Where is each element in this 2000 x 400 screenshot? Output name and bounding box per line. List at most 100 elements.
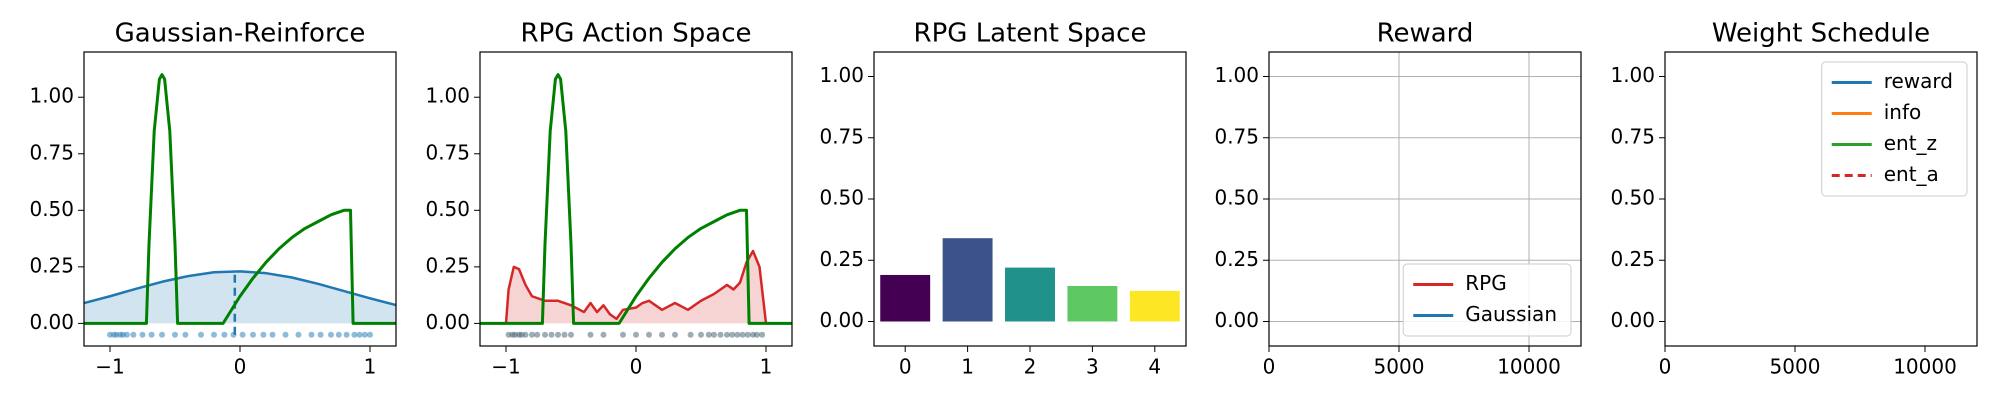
sample-point — [269, 331, 276, 338]
axes-frame — [1664, 51, 1978, 347]
sample-point — [705, 331, 712, 338]
sample-point — [717, 331, 724, 338]
legend-label: RPG — [1465, 271, 1506, 295]
x-tick-label: 0 — [234, 355, 247, 379]
sample-point — [561, 331, 568, 338]
subplot-title: Weight Schedule — [1712, 19, 1930, 49]
sample-point — [659, 331, 665, 338]
y-tick-label: 0.50 — [425, 197, 470, 221]
x-tick-label: 1 — [364, 355, 377, 379]
sample-point — [698, 331, 704, 338]
y-tick-label: 0.25 — [1214, 247, 1259, 271]
y-tick-label: 1.00 — [1214, 63, 1259, 87]
sample-point — [282, 331, 289, 338]
axes-frame — [873, 51, 1187, 347]
y-tick-label: 1.00 — [29, 84, 74, 108]
y-tick-label: 0.50 — [29, 197, 74, 221]
x-tick-label: 2 — [1024, 355, 1037, 379]
sample-point — [744, 331, 751, 338]
line — [84, 73, 396, 325]
bar — [1005, 267, 1055, 322]
legend: RPG Gaussian — [1402, 263, 1572, 337]
y-tick-label: 1.00 — [1610, 63, 1655, 87]
legend-label: info — [1884, 100, 1922, 124]
axes-frame — [479, 51, 793, 347]
sample-point — [620, 331, 626, 338]
sample-point — [542, 331, 548, 338]
sample-point — [130, 331, 137, 338]
sample-point — [587, 331, 594, 338]
y-tick-label: 0.50 — [1214, 186, 1259, 210]
axes-frame — [83, 51, 397, 347]
sample-point — [729, 331, 736, 338]
legend-label: ent_z — [1884, 131, 1937, 155]
sample-point — [351, 331, 358, 338]
line — [480, 73, 792, 325]
x-tick-label: 10000 — [1497, 355, 1561, 379]
axes-frame — [1268, 51, 1582, 347]
subplot-title: Reward — [1377, 19, 1474, 49]
subplot-title: Gaussian-Reinforce — [115, 19, 366, 49]
legend-label: Gaussian — [1465, 302, 1557, 326]
sample-point — [172, 331, 178, 338]
sample-point — [739, 331, 746, 338]
sample-point — [548, 331, 555, 338]
sample-point — [182, 331, 189, 338]
y-tick-label: 0.50 — [819, 186, 864, 210]
sample-point — [568, 331, 574, 338]
bar — [1067, 285, 1118, 322]
y-tick-label: 0.00 — [1610, 308, 1655, 332]
sample-point — [260, 331, 267, 338]
x-tick-label: 4 — [1148, 355, 1161, 379]
sample-point — [600, 331, 607, 338]
x-tick-label: 5000 — [1374, 355, 1425, 379]
x-tick-label: 1 — [961, 355, 974, 379]
sample-point — [711, 331, 717, 338]
sample-point — [211, 331, 217, 338]
sample-point — [753, 331, 760, 338]
x-tick-label: 10000 — [1893, 355, 1957, 379]
legend-label: reward — [1884, 69, 1953, 93]
bar — [1129, 290, 1180, 322]
sample-point — [724, 331, 730, 338]
sample-point — [230, 331, 237, 338]
x-tick-label: −1 — [95, 355, 124, 379]
x-tick-label: 0 — [630, 355, 643, 379]
x-tick-label: 0 — [1263, 355, 1276, 379]
subplot: Weight Schedule 0.00 0.25 0.50 0.75 1.00 0 5000… — [1610, 19, 1978, 379]
y-tick-label: 0.50 — [1610, 186, 1655, 210]
sample-point — [646, 331, 652, 338]
area — [480, 251, 792, 324]
y-tick-label: 0.75 — [29, 140, 74, 164]
sample-point — [317, 331, 324, 338]
y-tick-label: 0.25 — [425, 253, 470, 277]
y-tick-label: 0.25 — [29, 253, 74, 277]
sample-point — [221, 331, 228, 338]
sample-point — [555, 331, 561, 338]
subplot-title: RPG Latent Space — [914, 19, 1147, 49]
legend-box — [1402, 263, 1572, 337]
y-tick-label: 0.00 — [425, 310, 470, 334]
sample-point — [534, 331, 541, 338]
sample-point — [123, 331, 130, 338]
legend: reward info ent_z ent_a — [1821, 61, 1968, 197]
sample-point — [529, 331, 535, 338]
legend-box — [1821, 61, 1968, 197]
sample-point — [734, 331, 741, 338]
sample-point — [308, 331, 315, 338]
sample-point — [356, 331, 363, 338]
y-tick-label: 0.25 — [819, 247, 864, 271]
y-tick-label: 1.00 — [425, 84, 470, 108]
subplot-title: RPG Action Space — [520, 19, 751, 49]
x-tick-label: 0 — [1659, 355, 1672, 379]
x-tick-label: −1 — [491, 355, 520, 379]
y-tick-label: 1.00 — [819, 63, 864, 87]
y-tick-label: 0.75 — [425, 140, 470, 164]
sample-point — [367, 331, 373, 338]
sample-point — [139, 331, 146, 338]
x-tick-label: 0 — [899, 355, 912, 379]
x-tick-label: 1 — [760, 355, 773, 379]
sample-point — [198, 331, 204, 338]
y-tick-label: 0.00 — [1214, 308, 1259, 332]
